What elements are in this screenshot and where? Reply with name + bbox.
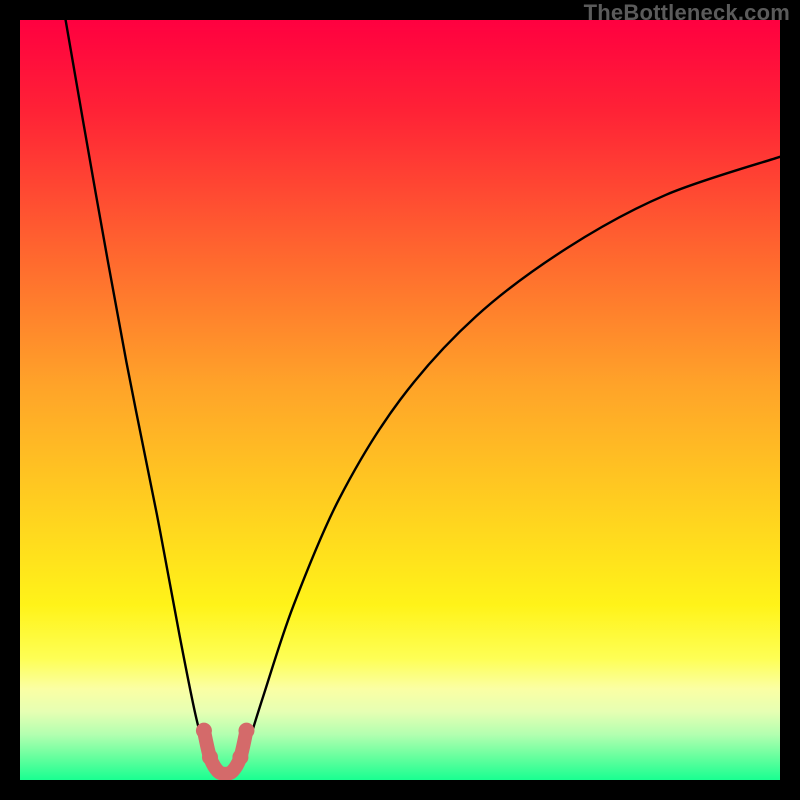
trough-marker-dot	[238, 723, 254, 739]
bottleneck-chart-svg	[20, 20, 780, 780]
watermark-text: TheBottleneck.com	[584, 0, 790, 26]
plot-area	[20, 20, 780, 780]
chart-frame: TheBottleneck.com	[0, 0, 800, 800]
trough-marker-dot	[232, 749, 248, 765]
trough-marker-dot	[202, 749, 218, 765]
trough-marker-dot	[196, 723, 212, 739]
